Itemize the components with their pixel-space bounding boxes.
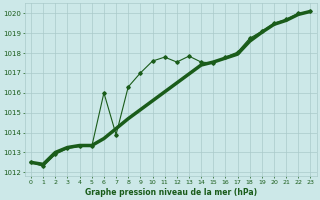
X-axis label: Graphe pression niveau de la mer (hPa): Graphe pression niveau de la mer (hPa): [85, 188, 257, 197]
